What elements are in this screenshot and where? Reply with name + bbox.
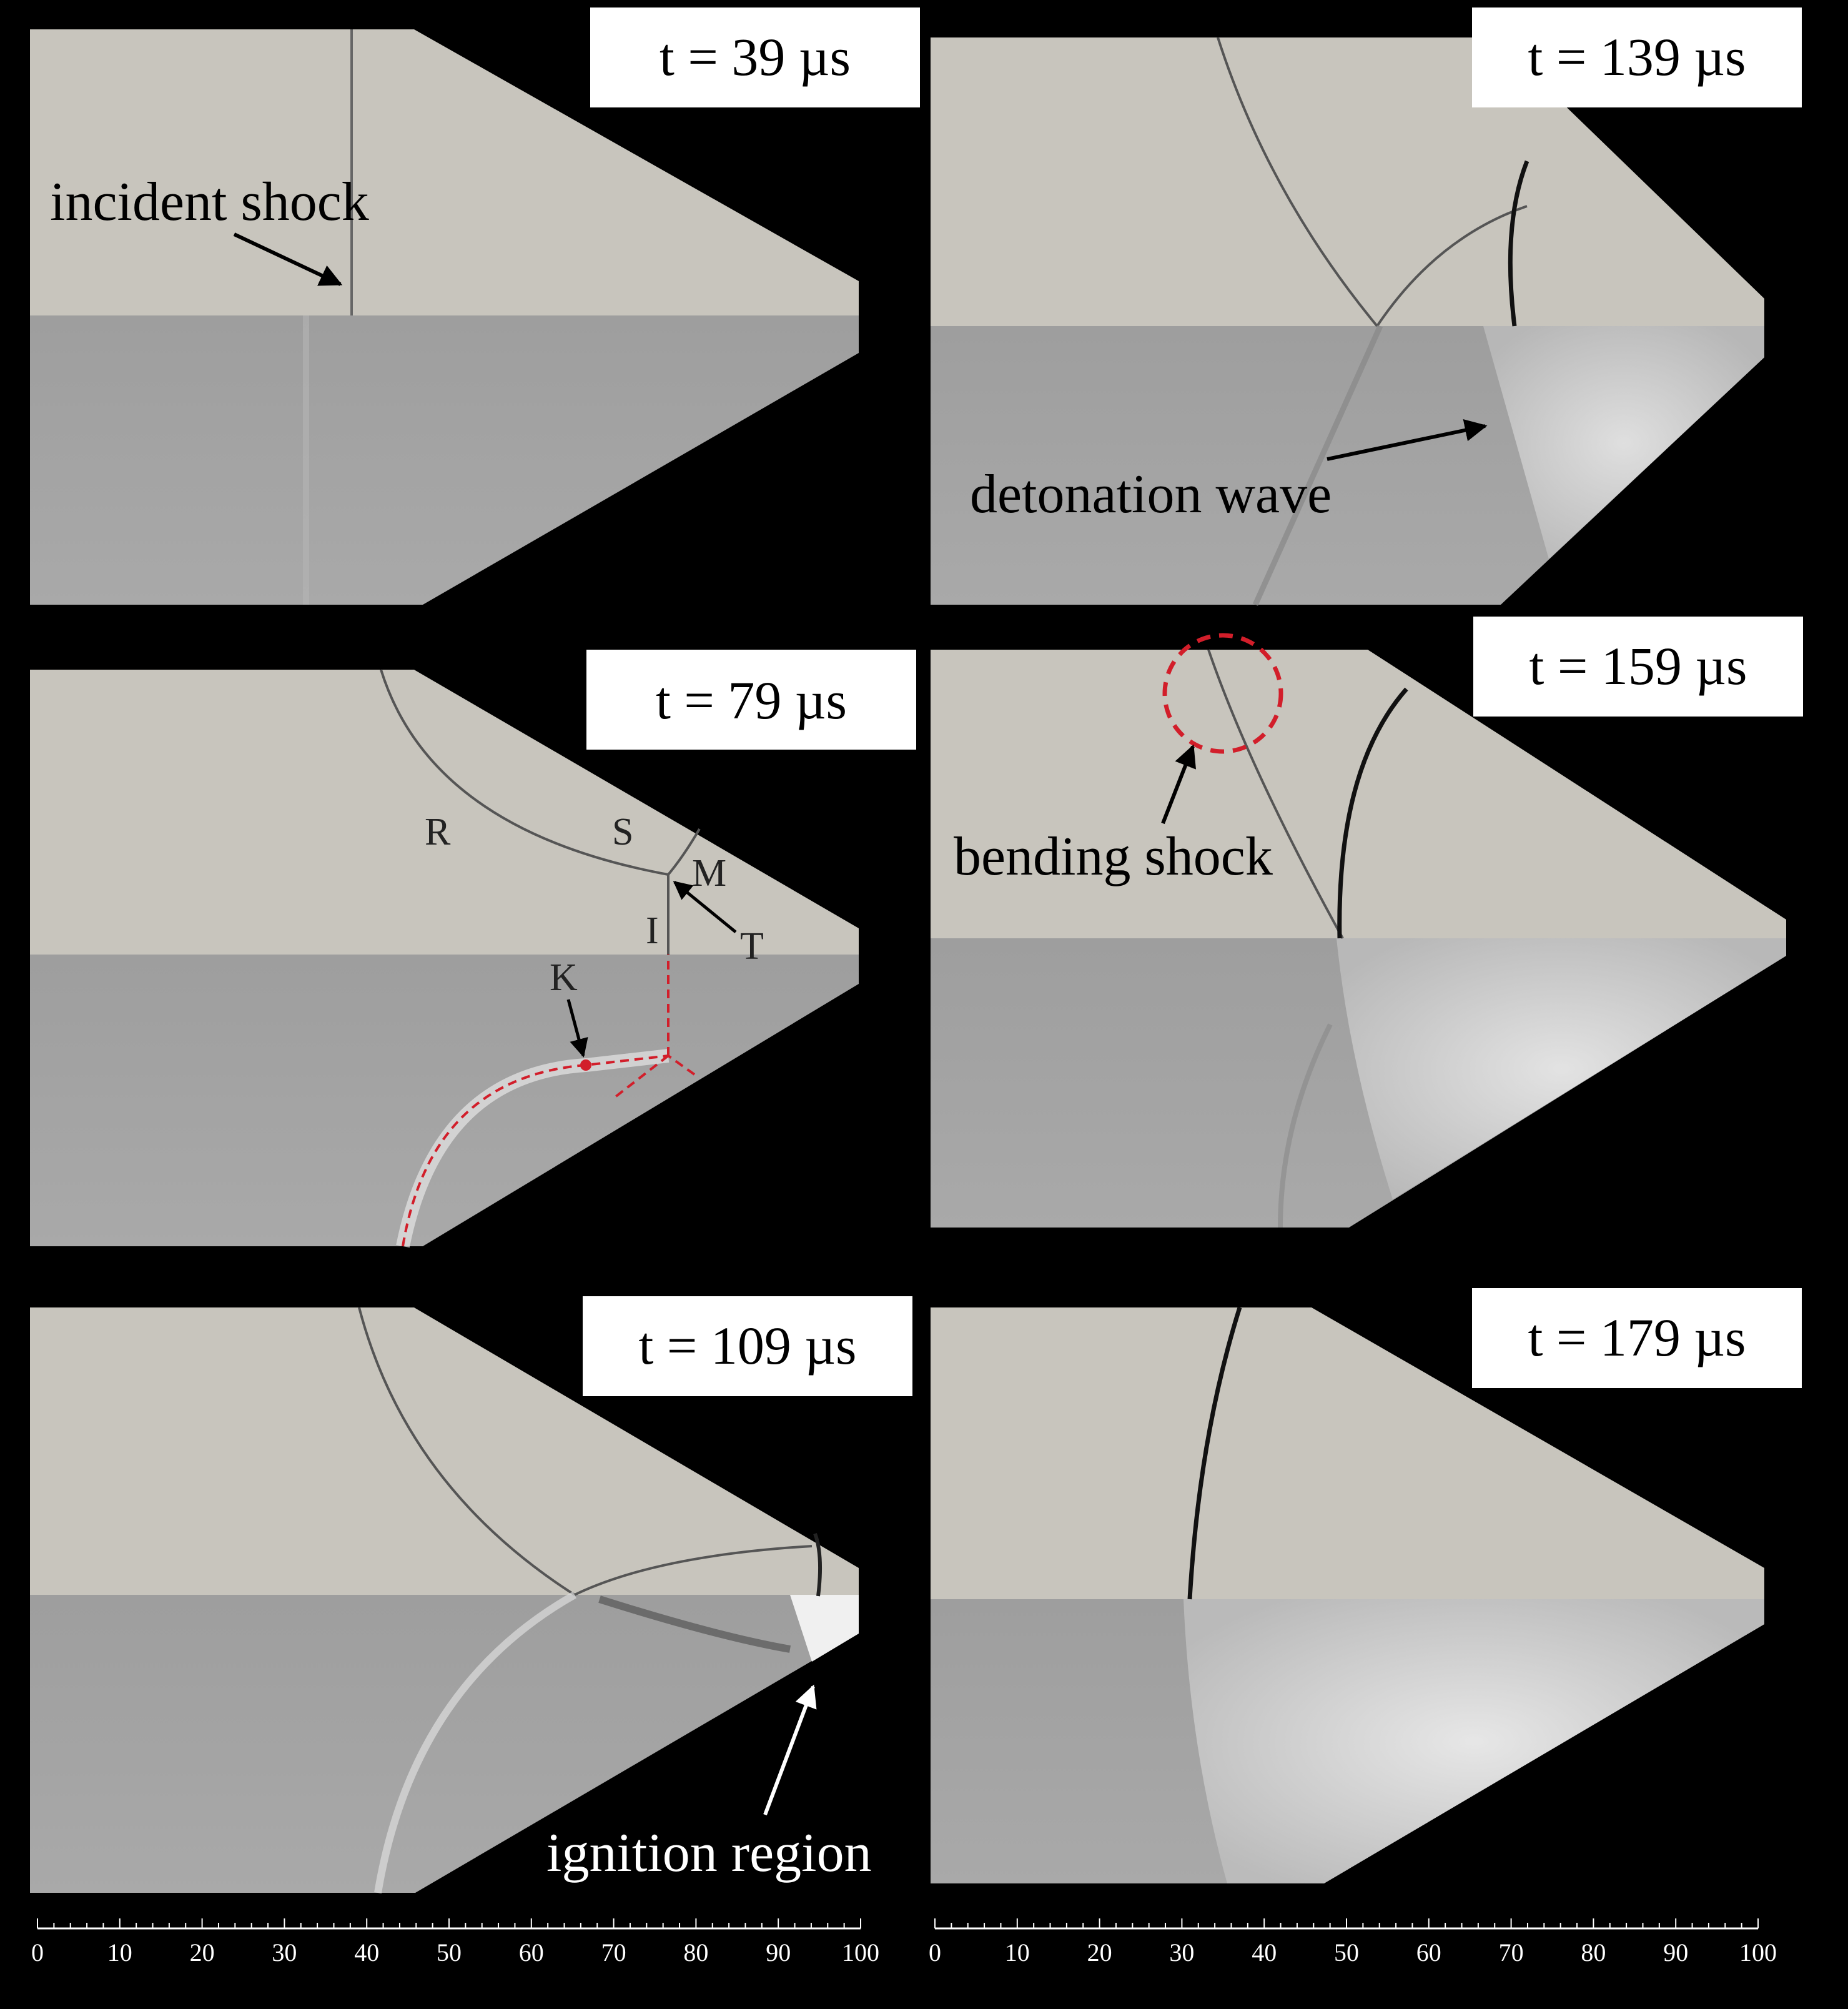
- axis-tick-label: 0: [31, 1938, 44, 1967]
- numerical-region: [931, 37, 1764, 326]
- scale-axis-right: 0 10 20 30 40 50 60 70 80 90 100: [929, 1918, 1777, 1967]
- numerical-region: [30, 29, 859, 315]
- panel-t139: t = 139 µs detonation wave: [931, 7, 1802, 606]
- axis-tick-label: 60: [1416, 1938, 1441, 1967]
- experimental-region: [30, 1595, 859, 1893]
- incident-shock-arrow: [233, 232, 343, 286]
- ignited-zone: [790, 1595, 859, 1662]
- time-label-box: [1472, 1288, 1802, 1388]
- axis-tick-label: 90: [1663, 1938, 1688, 1967]
- axis-tick-label: 100: [842, 1938, 879, 1967]
- numerical-region: [30, 670, 859, 955]
- label-S: S: [612, 811, 633, 853]
- panel-t159: t = 159 µs bending shock: [931, 617, 1803, 1228]
- reflected-shock-line: [1217, 37, 1378, 327]
- ignition-region-arrow: [763, 1684, 817, 1816]
- axis-tick-label: 40: [354, 1938, 379, 1967]
- experimental-region: [30, 955, 859, 1246]
- curved-shock-schlieren: [374, 1591, 576, 1893]
- axis-tick-label: 60: [519, 1938, 544, 1967]
- trajectory-dashed: [402, 955, 696, 1247]
- transmitted-shock-schlieren: [1252, 325, 1383, 606]
- axis-tick-label: 0: [929, 1938, 941, 1967]
- axis-tick-label: 20: [1087, 1938, 1112, 1967]
- time-label: t = 79 µs: [656, 670, 847, 730]
- detonation-wave-label: detonation wave: [970, 464, 1332, 525]
- label-I: I: [646, 910, 659, 952]
- time-label: t = 139 µs: [1528, 27, 1746, 87]
- numerical-region: [30, 1307, 859, 1595]
- time-label-box: [1473, 617, 1803, 717]
- mach-stem-line: [574, 1545, 813, 1596]
- axis-tick-label: 90: [766, 1938, 791, 1967]
- scale-axis-left: 0 10 20 30 40 50 60 70 80 90 100: [31, 1918, 879, 1967]
- ignition-region-label: ignition region: [546, 1823, 872, 1883]
- panel-t179: t = 179 µs: [931, 1288, 1802, 1883]
- reflected-shock-R: [380, 669, 669, 876]
- mach-stem-M: [667, 828, 701, 876]
- label-R: R: [425, 811, 451, 853]
- time-label-box: [583, 1296, 912, 1396]
- numerical-region: [931, 650, 1786, 938]
- time-label-box: [586, 650, 916, 750]
- axis-tick-label: 80: [1581, 1938, 1606, 1967]
- detonation-kernel: [813, 1532, 823, 1597]
- axis-tick-label: 10: [107, 1938, 132, 1967]
- transmitted-shock-schlieren: [1278, 1023, 1333, 1228]
- detonation-wave-arrow: [1327, 419, 1488, 461]
- bending-shock-arrow: [1161, 744, 1196, 825]
- experimental-region: [30, 315, 859, 605]
- bending-shock-highlight: [1162, 633, 1283, 754]
- incident-shock-label: incident shock: [50, 172, 369, 232]
- detonation-front: [1337, 687, 1408, 939]
- reflected-shock-line: [358, 1307, 576, 1596]
- dark-band-schlieren: [598, 1595, 791, 1653]
- time-label: t = 179 µs: [1528, 1307, 1746, 1367]
- label-K: K: [550, 956, 578, 999]
- label-T: T: [740, 925, 764, 968]
- ignited-zone: [1183, 1599, 1764, 1883]
- panel-t109: t = 109 µs ignition region: [30, 1296, 912, 1893]
- panel-t79: t = 79 µs R S M I T K: [30, 650, 916, 1248]
- time-label: t = 109 µs: [639, 1316, 857, 1376]
- axis-tick-label: 10: [1005, 1938, 1030, 1967]
- panel-t39: t = 39 µs incident shock: [30, 7, 920, 605]
- detonation-front: [1508, 160, 1529, 327]
- axis-tick-label: 20: [190, 1938, 215, 1967]
- axis-tick-label: 50: [437, 1938, 462, 1967]
- axis-tick-label: 50: [1334, 1938, 1359, 1967]
- numerical-region: [931, 1307, 1764, 1599]
- time-label-box: [590, 7, 920, 107]
- label-M: M: [692, 852, 726, 895]
- time-label: t = 39 µs: [660, 27, 851, 87]
- axis-tick-label: 100: [1739, 1938, 1777, 1967]
- axis-tick-label: 30: [1169, 1938, 1194, 1967]
- time-label-box: [1472, 7, 1802, 107]
- axis-tick-label: 80: [683, 1938, 708, 1967]
- mach-stem-line: [1376, 205, 1528, 327]
- ignited-zone: [1483, 326, 1764, 559]
- curved-shock-schlieren: [396, 1049, 670, 1248]
- ignited-zone: [1337, 938, 1786, 1199]
- time-label: t = 159 µs: [1529, 636, 1747, 696]
- detonation-front: [1187, 1306, 1242, 1600]
- point-K-marker: [580, 1059, 591, 1071]
- axis-tick-label: 70: [1499, 1938, 1524, 1967]
- axis-tick-label: 40: [1252, 1938, 1277, 1967]
- triple-point-arrow: [673, 881, 737, 933]
- bending-shock-label: bending shock: [954, 826, 1273, 887]
- bending-shock-line: [1207, 649, 1344, 939]
- axis-tick-label: 70: [601, 1938, 626, 1967]
- point-K-arrow: [566, 999, 588, 1058]
- axis-tick-label: 30: [272, 1938, 297, 1967]
